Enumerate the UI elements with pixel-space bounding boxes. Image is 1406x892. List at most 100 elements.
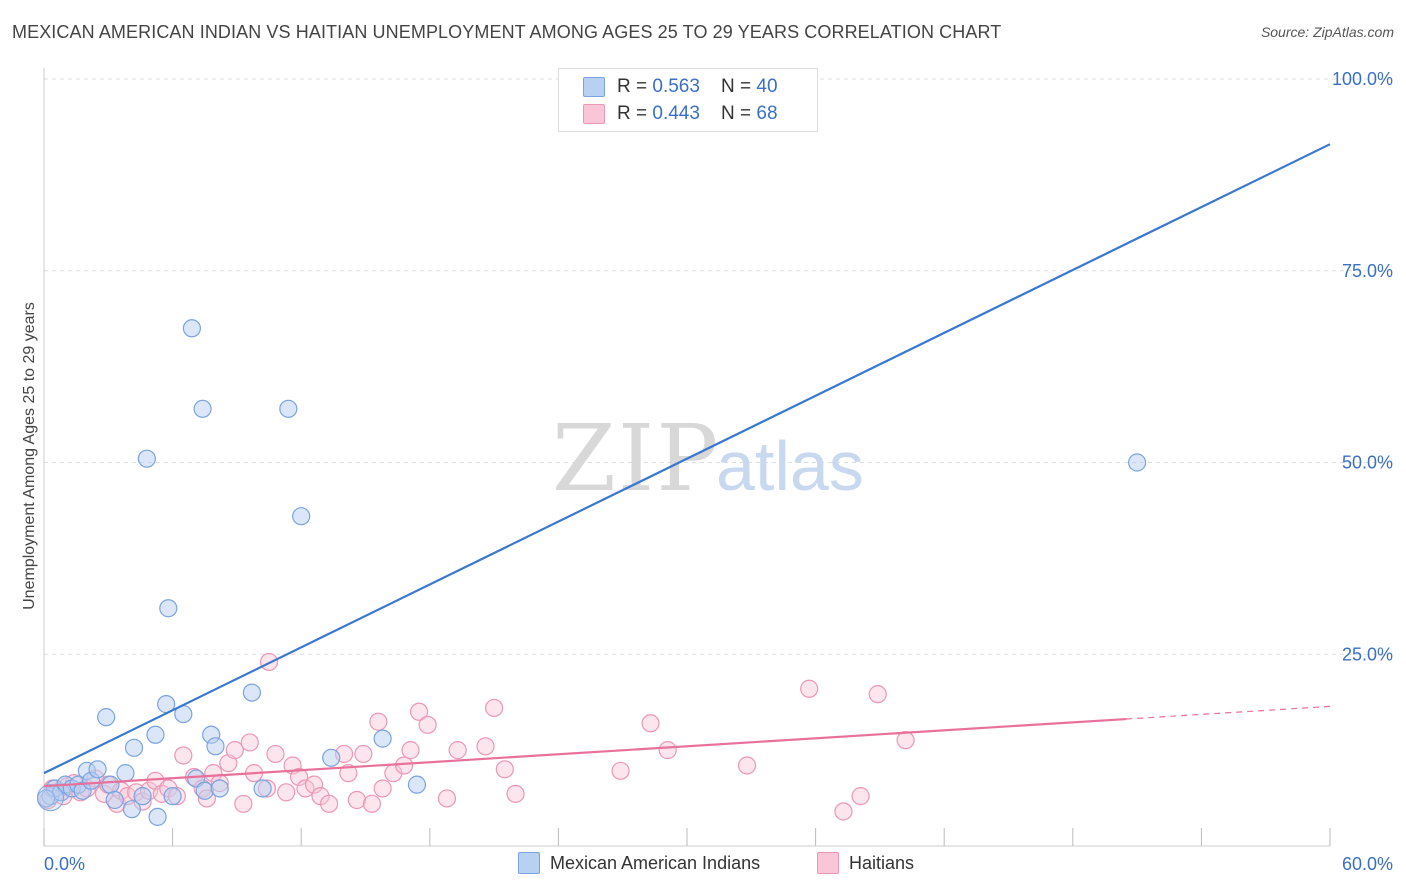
trend-line-mexican-american-indians	[43, 143, 1331, 775]
data-point-haitians	[485, 698, 504, 718]
data-point-mexican-american-indians	[116, 764, 135, 783]
legend-r-label: R =	[617, 76, 653, 97]
data-point-haitians	[495, 760, 514, 779]
data-point-haitians	[225, 741, 244, 760]
legend-r-value-pink: 0.443	[652, 103, 700, 124]
data-point-haitians	[289, 767, 309, 787]
data-point-mexican-american-indians	[373, 729, 392, 748]
chart-title: MEXICAN AMERICAN INDIAN VS HAITIAN UNEMP…	[12, 22, 1002, 42]
source-label: Source: ZipAtlas.com	[1260, 24, 1394, 40]
data-point-mexican-american-indians	[124, 738, 144, 757]
data-point-mexican-american-indians	[1127, 453, 1147, 472]
data-point-haitians	[394, 756, 414, 775]
data-point-mexican-american-indians	[182, 319, 201, 338]
legend-label-mexican-american-indians: Mexican American Indians	[550, 852, 761, 873]
data-point-cluster	[36, 784, 64, 812]
data-point-haitians	[277, 783, 296, 802]
data-point-haitians	[896, 731, 915, 750]
data-point-mexican-american-indians	[133, 787, 152, 806]
y-tick-label: 25.0%	[1342, 644, 1393, 664]
trend-line-haitians-extension	[1126, 705, 1331, 720]
data-point-mexican-american-indians	[159, 599, 178, 618]
data-point-haitians	[354, 744, 373, 764]
legend-n-value-blue: 40	[756, 76, 778, 97]
data-point-haitians	[448, 741, 467, 760]
x-tick-label-max: 60.0%	[1342, 854, 1393, 874]
legend-r-label: R =	[617, 103, 653, 124]
watermark-zip: ZIP	[552, 405, 720, 512]
legend-n-label: N =	[721, 76, 757, 97]
legend-swatch-blue	[518, 852, 540, 874]
data-point-mexican-american-indians	[242, 683, 262, 702]
data-point-haitians	[362, 794, 382, 813]
tick-labels: 25.0% 50.0% 75.0% 100.0% 0.0% 60.0%	[44, 69, 1393, 874]
data-point-haitians	[296, 779, 315, 798]
mexican-american-indians-points	[36, 319, 1147, 826]
data-point-haitians	[240, 733, 259, 752]
x-tick-label-min: 0.0%	[44, 854, 85, 874]
trend-line-haitians	[43, 717, 1127, 788]
legend-n-value-pink: 68	[756, 103, 778, 124]
legend-swatch-pink	[817, 852, 839, 874]
trend-lines	[43, 143, 1331, 788]
data-point-mexican-american-indians	[193, 399, 212, 418]
data-point-mexican-american-indians	[407, 775, 427, 794]
data-point-haitians	[409, 702, 429, 721]
y-tick-label: 50.0%	[1342, 453, 1393, 473]
series-legend: Mexican American Indians Haitians	[0, 852, 1406, 878]
legend-label-haitians: Haitians	[849, 852, 915, 873]
data-point-mexican-american-indians	[187, 769, 206, 788]
data-point-mexican-american-indians	[122, 800, 141, 819]
data-point-haitians	[658, 741, 677, 760]
data-point-mexican-american-indians	[253, 779, 272, 798]
data-point-mexican-american-indians	[101, 775, 120, 794]
watermark-atlas: atlas	[716, 427, 864, 505]
data-point-haitians	[476, 737, 495, 756]
data-point-haitians	[418, 715, 437, 734]
data-point-haitians	[737, 756, 757, 775]
data-point-haitians	[204, 764, 223, 783]
y-tick-label: 75.0%	[1342, 261, 1393, 281]
data-point-mexican-american-indians	[292, 507, 311, 526]
data-point-haitians	[373, 779, 392, 798]
data-point-haitians	[347, 790, 367, 810]
data-point-mexican-american-indians	[210, 779, 229, 798]
data-point-haitians	[800, 679, 819, 698]
data-point-haitians	[641, 714, 660, 733]
legend-item-haitians: Haitians	[817, 852, 914, 874]
data-point-haitians	[834, 802, 853, 821]
data-point-mexican-american-indians	[137, 449, 156, 468]
data-point-haitians	[369, 712, 388, 731]
data-point-mexican-american-indians	[195, 781, 214, 800]
data-point-haitians	[234, 794, 253, 813]
y-tick-label: 100.0%	[1332, 69, 1393, 89]
axes	[43, 68, 1331, 847]
data-point-mexican-american-indians	[88, 760, 107, 779]
data-point-haitians	[611, 761, 630, 780]
data-point-haitians	[506, 784, 525, 803]
legend-swatch-pink	[583, 104, 605, 124]
data-point-haitians	[304, 775, 324, 794]
watermark: ZIP atlas	[552, 405, 864, 512]
data-point-mexican-american-indians	[148, 807, 167, 826]
data-point-haitians	[319, 794, 339, 813]
legend-swatch-blue	[583, 77, 605, 97]
data-point-mexican-american-indians	[105, 790, 124, 810]
data-point-haitians	[851, 787, 870, 806]
legend-r-value-blue: 0.563	[652, 76, 700, 97]
data-point-mexican-american-indians	[163, 787, 182, 806]
data-point-mexican-american-indians	[97, 708, 116, 727]
data-point-haitians	[437, 789, 457, 808]
legend-item-mexican-american-indians: Mexican American Indians	[518, 852, 760, 874]
legend-n-label: N =	[721, 103, 757, 124]
data-point-mexican-american-indians	[322, 748, 341, 767]
data-point-haitians	[339, 764, 358, 783]
data-point-mexican-american-indians	[279, 399, 298, 418]
data-point-haitians	[174, 746, 193, 765]
grid-lines	[44, 78, 1392, 655]
data-point-mexican-american-indians	[146, 725, 165, 744]
data-point-mexican-american-indians	[206, 737, 225, 756]
data-point-haitians	[266, 744, 285, 764]
correlation-legend: R = 0.563 N = 40 R = 0.443 N = 68	[558, 68, 818, 132]
